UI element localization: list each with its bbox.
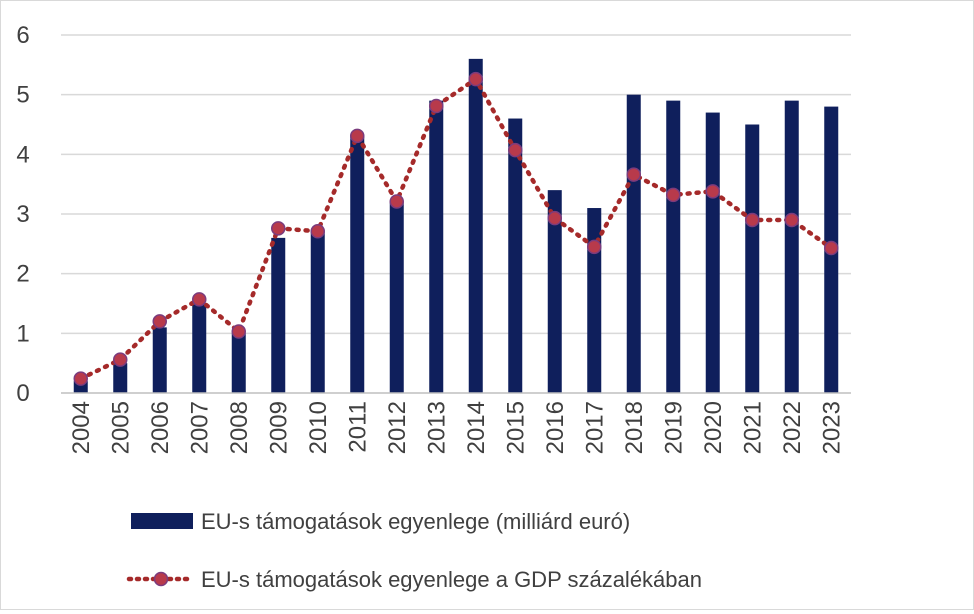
line-point <box>152 314 167 329</box>
bar <box>547 190 562 393</box>
x-tick-label: 2009 <box>265 401 292 454</box>
line-point <box>310 224 325 239</box>
line-point <box>113 352 128 367</box>
line-point <box>587 239 602 255</box>
bar-series <box>73 58 839 394</box>
x-tick-label: 2013 <box>423 401 450 454</box>
line-point <box>73 371 88 386</box>
bar <box>784 100 799 393</box>
bar <box>429 100 444 393</box>
x-tick-label: 2022 <box>779 401 806 454</box>
bar <box>626 94 641 394</box>
bar <box>666 100 681 393</box>
x-tick-label: 2014 <box>463 401 490 454</box>
x-tick-label: 2021 <box>739 401 766 454</box>
bar <box>468 58 483 393</box>
legend-swatch-bar <box>131 513 193 529</box>
bar <box>192 303 207 393</box>
bar <box>389 202 404 393</box>
x-tick-label: 2023 <box>818 401 845 454</box>
x-tick-label: 2010 <box>305 401 332 454</box>
x-tick-label: 2018 <box>621 401 648 454</box>
x-tick-label: 2015 <box>502 401 529 454</box>
bar <box>152 327 167 393</box>
bar <box>271 237 286 393</box>
bar <box>508 118 523 394</box>
line-point <box>389 194 404 209</box>
bar <box>310 231 325 393</box>
line-point <box>705 184 720 199</box>
line-point <box>666 187 681 203</box>
bar <box>705 112 720 394</box>
x-tick-label: 2011 <box>344 401 371 453</box>
bar <box>350 136 365 393</box>
line-point <box>745 212 760 228</box>
legend-label-line: EU-s támogatások egyenlege a GDP százalé… <box>201 567 702 592</box>
gridlines <box>61 34 851 335</box>
x-tick-label: 2019 <box>660 401 687 454</box>
y-tick-label: 6 <box>16 22 29 49</box>
legend-swatch-marker <box>153 571 169 587</box>
x-tick-label: 2016 <box>542 401 569 454</box>
y-axis-ticks: 0 1 2 3 4 5 6 <box>16 22 29 407</box>
line-point <box>231 324 246 339</box>
line-point <box>429 98 444 114</box>
x-tick-label: 2007 <box>186 401 213 454</box>
legend: EU-s támogatások egyenlege (milliárd eur… <box>126 509 702 592</box>
x-tick-label: 2020 <box>700 401 727 454</box>
x-tick-label: 2004 <box>68 401 95 454</box>
x-tick-label: 2006 <box>147 401 174 454</box>
y-tick-label: 5 <box>16 82 29 109</box>
y-tick-label: 3 <box>16 201 29 228</box>
bar <box>73 381 88 393</box>
line-point <box>192 292 207 307</box>
x-tick-label: 2017 <box>581 401 608 454</box>
x-axis-ticks: 2004 2005 2006 2007 2008 2009 2010 2011 2012 2013… <box>68 401 846 454</box>
bar <box>745 124 760 393</box>
bar <box>231 333 246 393</box>
y-tick-label: 0 <box>16 380 29 407</box>
x-tick-label: 2005 <box>107 401 134 454</box>
x-tick-label: 2008 <box>226 401 253 454</box>
y-tick-label: 4 <box>16 141 29 168</box>
line-point <box>350 128 365 144</box>
x-tick-label: 2012 <box>384 401 411 454</box>
line-series <box>73 71 839 386</box>
line-point <box>626 167 641 182</box>
line-point <box>547 210 562 226</box>
bar <box>587 208 602 393</box>
legend-label-bar: EU-s támogatások egyenlege (milliárd eur… <box>201 509 630 534</box>
line-point <box>468 71 483 87</box>
y-tick-label: 2 <box>16 261 29 288</box>
line-point <box>824 240 839 256</box>
line-point <box>508 142 523 158</box>
bar <box>113 363 128 393</box>
line-point <box>271 221 286 236</box>
y-tick-label: 1 <box>16 320 29 347</box>
line-point <box>784 212 799 228</box>
